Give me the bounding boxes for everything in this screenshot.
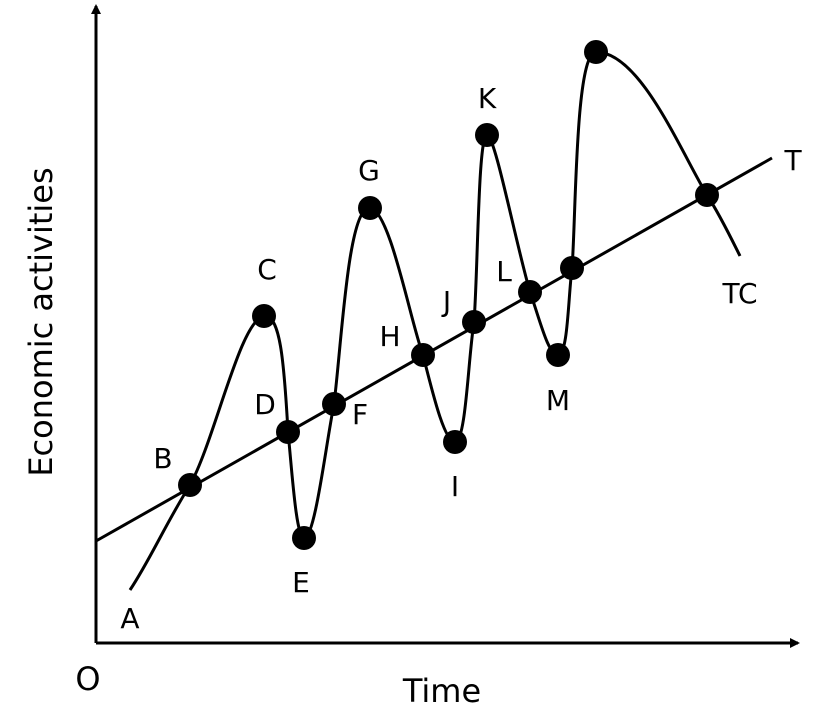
point-label-g: G — [358, 154, 380, 187]
x-axis-title: Time — [402, 672, 481, 710]
trend-label: T — [783, 144, 802, 177]
point-label-b: B — [153, 442, 172, 475]
point-label-c: C — [257, 253, 277, 286]
trend-crossing-marker — [695, 183, 719, 207]
point-label-h: H — [379, 320, 400, 353]
point-i-marker — [443, 430, 467, 454]
peak-marker — [584, 40, 608, 64]
point-f-marker — [322, 392, 346, 416]
cycle-points — [178, 40, 719, 550]
trend-crossing-marker — [560, 256, 584, 280]
point-b-marker — [178, 473, 202, 497]
point-label-l: L — [496, 255, 512, 288]
point-label-a: A — [120, 602, 139, 635]
point-label-k: K — [478, 82, 497, 115]
point-h-marker — [411, 343, 435, 367]
cycle-curve — [128, 50, 742, 591]
trend-line — [95, 156, 773, 543]
point-d-marker — [276, 420, 300, 444]
point-g-marker — [358, 196, 382, 220]
point-k-marker — [475, 123, 499, 147]
point-label-m: M — [546, 384, 570, 417]
point-label-e: E — [292, 566, 310, 599]
origin-label: O — [75, 660, 100, 698]
point-label-j: J — [441, 285, 451, 318]
point-j-marker — [462, 310, 486, 334]
point-label-i: I — [451, 470, 459, 503]
point-e-marker — [292, 526, 316, 550]
point-l-marker — [518, 280, 542, 304]
point-label-f: F — [352, 398, 368, 431]
cycle-label: TC — [721, 277, 757, 310]
point-c-marker — [252, 304, 276, 328]
point-m-marker — [546, 343, 570, 367]
point-label-d: D — [254, 388, 276, 421]
y-axis-title: Economic activities — [22, 167, 60, 476]
